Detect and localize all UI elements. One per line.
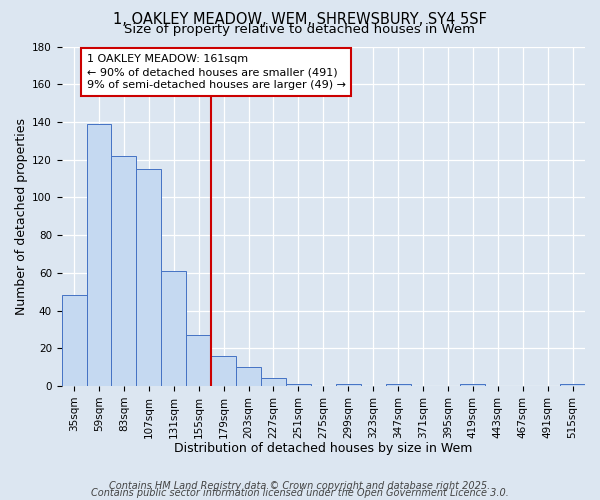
Text: Size of property relative to detached houses in Wem: Size of property relative to detached ho… (125, 22, 476, 36)
Text: Contains HM Land Registry data © Crown copyright and database right 2025.: Contains HM Land Registry data © Crown c… (109, 481, 491, 491)
Bar (136, 169, 161, 386)
Bar (86, 124, 112, 386)
Bar (161, 271, 186, 386)
Bar (62, 296, 86, 386)
Y-axis label: Number of detached properties: Number of detached properties (15, 118, 28, 314)
Bar (336, 384, 361, 386)
Text: Contains public sector information licensed under the Open Government Licence 3.: Contains public sector information licen… (91, 488, 509, 498)
Bar (211, 356, 236, 386)
Bar (460, 384, 485, 386)
Bar (560, 384, 585, 386)
X-axis label: Distribution of detached houses by size in Wem: Distribution of detached houses by size … (174, 442, 473, 455)
Text: 1, OAKLEY MEADOW, WEM, SHREWSBURY, SY4 5SF: 1, OAKLEY MEADOW, WEM, SHREWSBURY, SY4 5… (113, 12, 487, 28)
Bar (236, 367, 261, 386)
Bar (261, 378, 286, 386)
Bar (112, 156, 136, 386)
Bar (186, 335, 211, 386)
Bar (286, 384, 311, 386)
Bar (386, 384, 410, 386)
Text: 1 OAKLEY MEADOW: 161sqm
← 90% of detached houses are smaller (491)
9% of semi-de: 1 OAKLEY MEADOW: 161sqm ← 90% of detache… (86, 54, 346, 90)
